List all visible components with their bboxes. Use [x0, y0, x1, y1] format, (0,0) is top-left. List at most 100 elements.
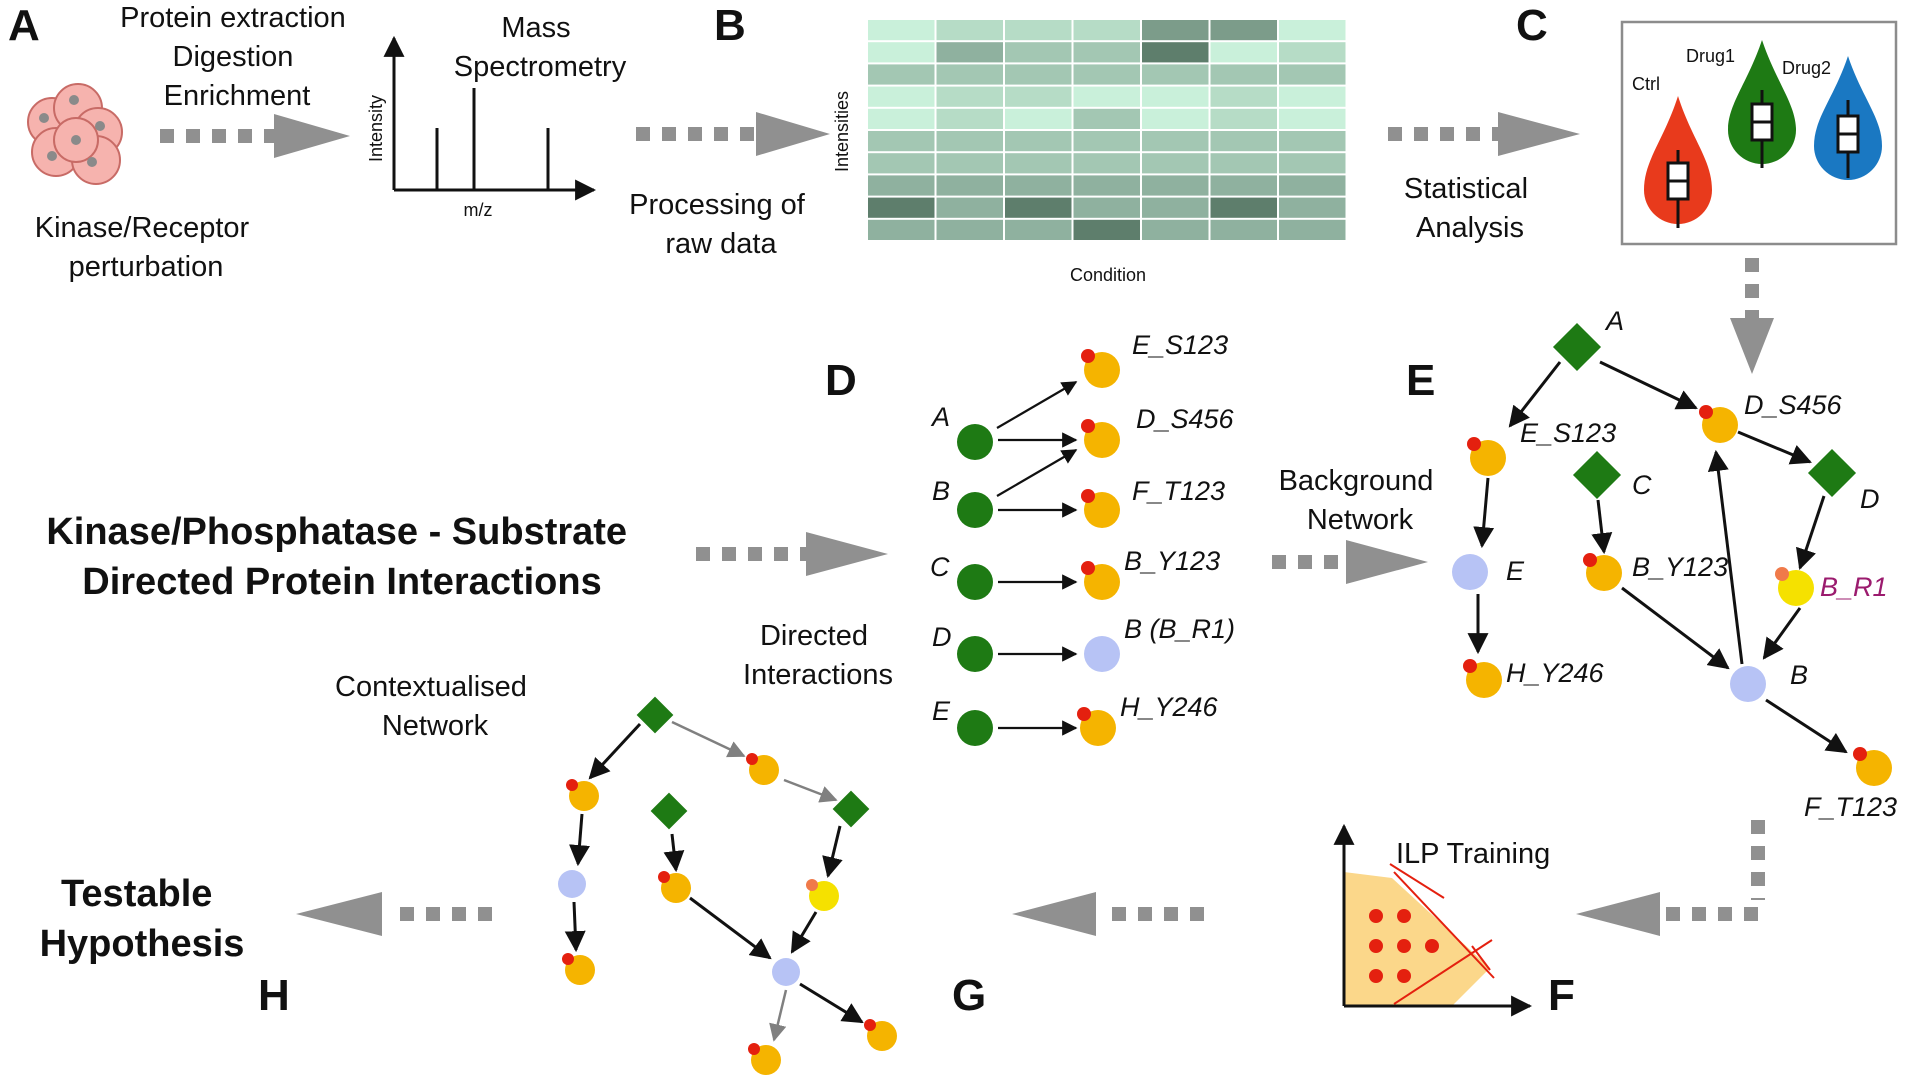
heatmap-cell	[1279, 175, 1346, 196]
target-label-e-s123: E_S123	[1132, 330, 1228, 360]
heatmap-cell	[1005, 86, 1072, 107]
heatmap-cell	[1142, 131, 1209, 152]
heatmap-cell	[868, 131, 935, 152]
testable-hypothesis-label: Testable Hypothesis	[40, 873, 245, 965]
protein-extraction-label: Protein extraction Digestion Enrichment	[120, 2, 354, 112]
heatmap-cell	[1210, 153, 1277, 174]
heatmap-cell	[1005, 175, 1072, 196]
heatmap-cell	[936, 42, 1003, 63]
net-label-b-y123: B_Y123	[1632, 552, 1728, 582]
heatmap-cell	[868, 153, 935, 174]
heatmap-cell	[936, 197, 1003, 218]
heatmap-cell	[936, 20, 1003, 41]
contextualised-network-edges	[564, 720, 864, 1042]
heatmap-cell	[1210, 108, 1277, 129]
heatmap-cell	[1279, 20, 1346, 41]
violin-ctrl	[1644, 96, 1712, 228]
heatmap-cell	[868, 42, 935, 63]
heatmap-cell	[1005, 197, 1072, 218]
heatmap-cell	[936, 86, 1003, 107]
heatmap-cell	[1210, 131, 1277, 152]
directed-edges-d	[996, 381, 1078, 736]
panel-label-c: C	[1516, 1, 1548, 50]
heatmap-cell	[1279, 197, 1346, 218]
heatmap-cell	[1005, 64, 1072, 85]
target-label-b-y123: B_Y123	[1124, 546, 1220, 576]
heatmap-cell	[1279, 108, 1346, 129]
net-label-c: C	[1632, 470, 1652, 500]
cell-cluster	[27, 83, 123, 185]
kinase-source-nodes	[957, 424, 993, 746]
node-c-diamond	[1572, 450, 1622, 500]
intensity-heatmap	[868, 20, 1346, 240]
heatmap-cell	[1142, 153, 1209, 174]
heatmap-x-axis-label: Condition	[1070, 265, 1146, 285]
group-label-ctrl: Ctrl	[1632, 74, 1660, 94]
heatmap-cell	[1142, 197, 1209, 218]
target-label-h-y246: H_Y246	[1120, 692, 1219, 722]
heatmap-cell	[1073, 42, 1140, 63]
statistical-analysis-label: Statistical Analysis	[1404, 173, 1536, 244]
substrate-target-nodes	[1077, 349, 1120, 746]
panel-label-g: G	[952, 971, 986, 1020]
ms-y-axis-label: Intensity	[366, 95, 386, 162]
flow-arrow-f-g	[1012, 892, 1204, 936]
heatmap-cell	[1005, 108, 1072, 129]
heatmap-cell	[1142, 20, 1209, 41]
target-label-b-br1: B (B_R1)	[1124, 614, 1235, 644]
heatmap-cell	[1142, 64, 1209, 85]
violin-drug1	[1728, 40, 1796, 168]
panel-label-f: F	[1548, 971, 1575, 1020]
heatmap-cell	[1279, 42, 1346, 63]
heatmap-cell	[1073, 197, 1140, 218]
node-d-diamond	[1807, 448, 1857, 498]
heatmap-cell	[1210, 197, 1277, 218]
mass-spectrometry-label: Mass Spectrometry	[454, 12, 627, 83]
kinase-substrate-title: Kinase/Phosphatase - Substrate Directed …	[46, 511, 637, 603]
heatmap-cell	[1210, 20, 1277, 41]
contextualised-network-label: Contextualised Network	[335, 671, 535, 742]
panel-label-a: A	[8, 1, 40, 50]
heatmap-cell	[1279, 131, 1346, 152]
violin-drug2	[1814, 56, 1882, 180]
flow-arrow-e-f	[1576, 820, 1765, 936]
net-label-f-t123: F_T123	[1804, 792, 1897, 822]
group-label-drug2: Drug2	[1782, 58, 1831, 78]
heatmap-cell	[1073, 153, 1140, 174]
heatmap-cell	[1142, 219, 1209, 240]
heatmap-cell	[1142, 42, 1209, 63]
mass-spectrum-plot	[383, 35, 597, 201]
ms-x-axis-label: m/z	[464, 200, 493, 220]
heatmap-cell	[936, 64, 1003, 85]
heatmap-cell	[1279, 64, 1346, 85]
heatmap-cell	[1210, 86, 1277, 107]
contextualised-network-nodes	[558, 696, 897, 1075]
heatmap-cell	[1073, 219, 1140, 240]
flow-arrow-c-e	[1730, 258, 1774, 374]
processing-label: Processing of raw data	[629, 189, 813, 260]
heatmap-cell	[868, 108, 935, 129]
heatmap-cell	[1005, 42, 1072, 63]
kinase-perturbation-label: Kinase/Receptor perturbation	[35, 212, 257, 283]
source-label-e: E	[932, 696, 951, 726]
heatmap-cell	[936, 131, 1003, 152]
background-network-edges	[1467, 360, 1848, 754]
heatmap-cell	[1142, 86, 1209, 107]
net-label-e: E	[1506, 556, 1525, 586]
heatmap-cell	[868, 64, 935, 85]
heatmap-y-axis-label: Intensities	[832, 91, 852, 172]
heatmap-cell	[1005, 153, 1072, 174]
heatmap-cell	[1073, 131, 1140, 152]
heatmap-cell	[1073, 86, 1140, 107]
heatmap-cell	[868, 20, 935, 41]
heatmap-cell	[936, 219, 1003, 240]
heatmap-cell	[1005, 219, 1072, 240]
heatmap-cell	[1210, 219, 1277, 240]
heatmap-cell	[1142, 175, 1209, 196]
heatmap-cell	[868, 86, 935, 107]
heatmap-cell	[868, 175, 935, 196]
flow-arrow-g-h	[296, 892, 492, 936]
heatmap-cell	[1210, 42, 1277, 63]
group-label-drug1: Drug1	[1686, 46, 1735, 66]
ilp-training-label: ILP Training	[1396, 838, 1550, 870]
